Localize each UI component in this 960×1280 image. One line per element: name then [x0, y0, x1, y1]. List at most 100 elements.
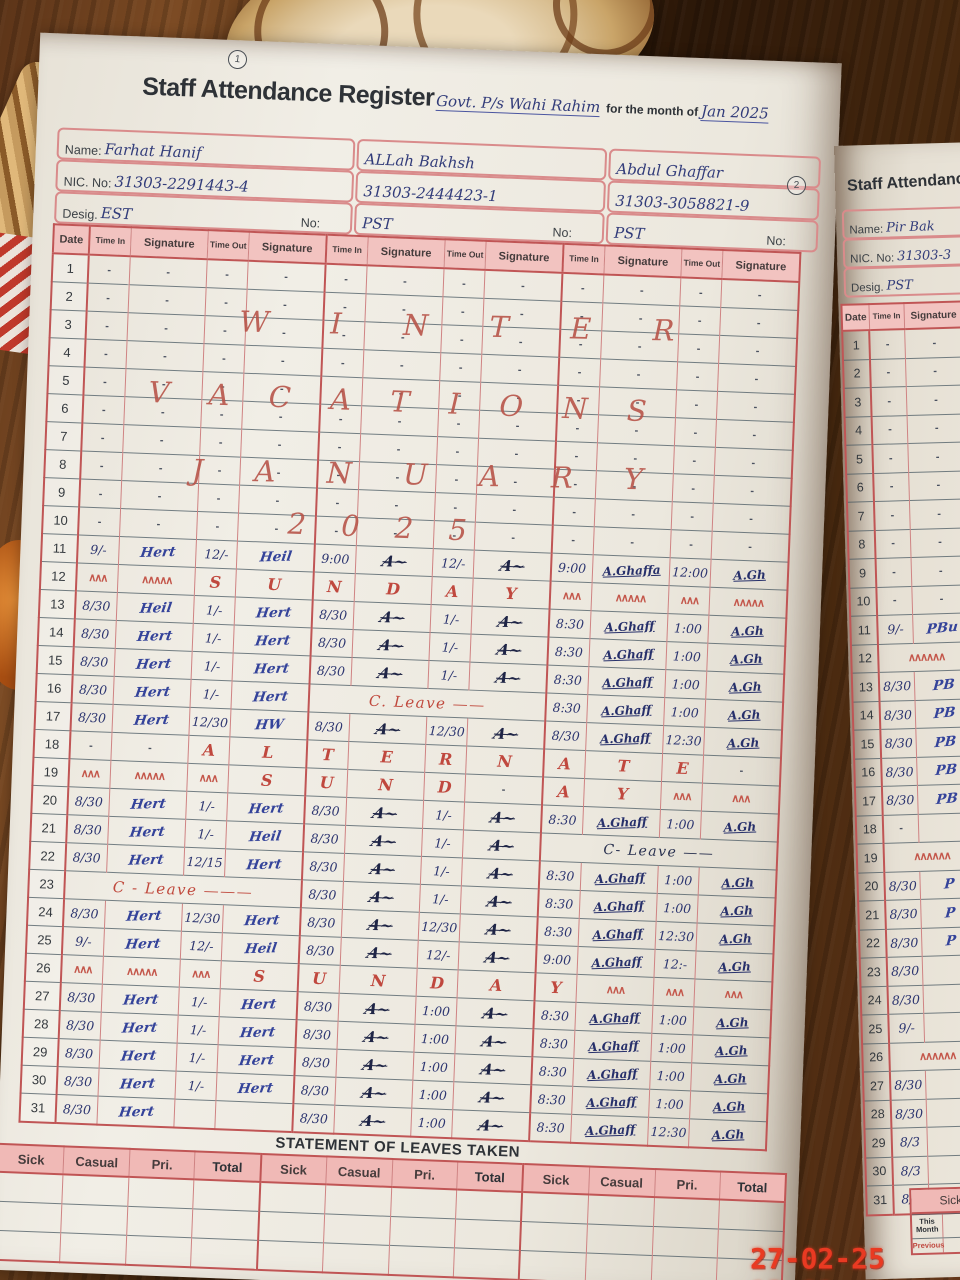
att-cell: -: [437, 408, 480, 439]
att-cell: 1:00: [666, 613, 709, 644]
att-cell: A~: [331, 1049, 418, 1081]
attendance-table: Date Time In Signature Time Out Signature Tim…: [18, 223, 802, 1152]
att-cell: -: [600, 330, 679, 362]
att-cell: 8/30: [887, 956, 923, 986]
date-cell: 13: [38, 589, 76, 619]
right-desig-box: Desig. PST: [843, 263, 960, 298]
att-cell: Hert: [112, 648, 195, 679]
att-cell: PB: [913, 696, 960, 731]
att-cell: -: [69, 730, 112, 761]
att-cell: 1/-: [174, 1071, 218, 1101]
att-cell: P: [918, 867, 960, 902]
att-cell: [214, 1100, 294, 1133]
att-cell: -: [905, 384, 960, 416]
att-cell: -: [905, 356, 960, 387]
att-cell: PB: [916, 781, 960, 817]
col-header-signature: Signature: [367, 236, 446, 269]
att-cell: ∧∧∧: [660, 781, 703, 812]
att-cell: [924, 1095, 960, 1130]
month-handwritten: Jan 2025: [700, 102, 770, 124]
att-cell: A~: [449, 1053, 537, 1085]
leaves-col-header: Sick: [259, 1153, 327, 1185]
att-cell: -: [318, 432, 361, 462]
att-cell: -: [676, 361, 719, 392]
att-cell: -: [85, 311, 129, 341]
att-cell: 1/-: [422, 800, 465, 830]
staff-desig: PST: [613, 223, 645, 243]
att-cell: A~: [455, 914, 542, 945]
att-cell: Hert: [104, 844, 187, 875]
date-cell: 22: [858, 928, 888, 959]
att-cell: Hert: [230, 653, 313, 684]
att-cell: U: [297, 963, 341, 994]
att-cell: Hert: [216, 1017, 299, 1048]
att-cell: A.Ghaff: [587, 666, 666, 698]
att-cell: 12/30: [181, 903, 224, 933]
att-cell: -: [361, 377, 440, 409]
att-cell: ∧∧∧: [652, 977, 695, 1007]
att-cell: -: [715, 419, 794, 451]
att-cell: Y: [583, 778, 662, 810]
att-cell: -: [242, 373, 322, 405]
att-cell: T: [306, 739, 349, 770]
date-cell: 24: [27, 897, 65, 927]
att-cell: -: [323, 292, 367, 322]
att-cell: A.Ghaff: [586, 694, 665, 726]
att-cell: -: [442, 268, 486, 299]
col-header-time-in: Time In: [562, 243, 606, 275]
att-cell: 1:00: [410, 1108, 453, 1139]
attendance-row: 24 8/30: [860, 981, 960, 1016]
att-cell: 8/30: [309, 655, 353, 686]
att-cell: 8/30: [74, 590, 118, 621]
att-cell: 12:30: [655, 921, 698, 951]
att-cell: 8/30: [67, 786, 110, 817]
att-cell: ∧∧∧: [75, 562, 119, 593]
att-cell: ∧∧∧: [68, 758, 111, 789]
att-cell: -: [438, 380, 481, 411]
att-cell: A~: [334, 993, 421, 1025]
date-cell: 23: [28, 869, 66, 899]
leaves-col-header: Total: [456, 1161, 524, 1192]
att-cell: A.Gh: [700, 811, 779, 842]
att-cell: ∧∧∧∧∧: [117, 564, 196, 596]
att-cell: -: [441, 296, 484, 327]
att-cell: 1/-: [421, 828, 464, 858]
att-cell: ∧∧∧∧∧: [708, 587, 788, 619]
att-cell: -: [674, 417, 717, 448]
col-header-time-in: Time In: [325, 234, 369, 266]
date-cell: 21: [858, 900, 887, 930]
att-cell: Hert: [232, 597, 315, 628]
att-cell: -: [358, 461, 437, 493]
att-cell: -: [672, 473, 715, 504]
att-cell: -: [205, 287, 248, 318]
att-cell: 1:00: [415, 996, 458, 1026]
att-cell: -: [440, 324, 483, 355]
att-cell: 12:-: [653, 949, 697, 979]
att-cell: A.Ghaff: [590, 610, 668, 642]
attendance-row: 10- -: [849, 584, 960, 617]
month-prefix-label: for the month of: [605, 101, 699, 119]
desig-label: Desig.: [850, 281, 884, 295]
att-cell: A.Gh: [689, 1091, 769, 1122]
att-cell: A~: [467, 606, 554, 637]
att-cell: 1:00: [411, 1080, 454, 1110]
att-cell: -: [202, 343, 245, 374]
nic-label: NIC. No:: [850, 252, 895, 266]
att-cell: 8/30: [303, 823, 346, 854]
att-cell: A: [187, 735, 230, 765]
att-cell: 8:30: [538, 860, 582, 891]
att-cell: Hert: [110, 704, 192, 735]
date-cell: 2: [842, 359, 872, 389]
leaves-cell: [585, 1223, 653, 1256]
att-cell: -: [129, 256, 208, 288]
leaves-col-header: Sick: [522, 1163, 590, 1195]
att-cell: T: [584, 750, 663, 782]
att-cell: -: [122, 424, 201, 456]
attendance-row: 5--: [845, 441, 960, 474]
attendance-row: 3--: [843, 384, 960, 417]
leaves-cell: [455, 1189, 523, 1222]
att-cell: S: [220, 960, 299, 992]
col-header-date: Date: [841, 304, 870, 331]
att-cell: -: [702, 755, 781, 787]
leaves-cell: [60, 1203, 129, 1236]
